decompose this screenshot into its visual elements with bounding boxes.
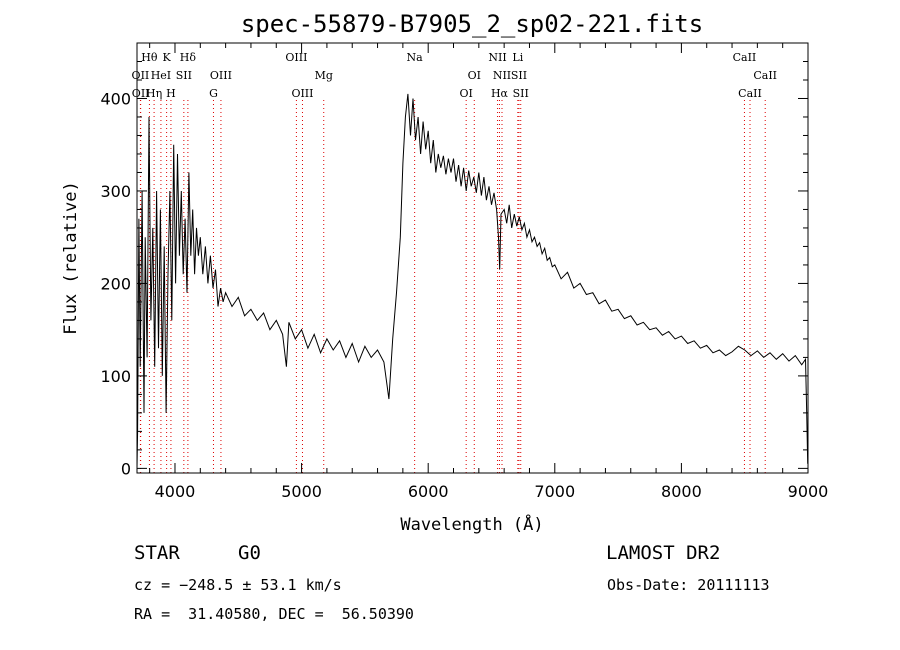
x-tick-label: 6000 bbox=[408, 482, 449, 501]
line-marker-label: CaII bbox=[738, 87, 762, 100]
line-marker-label: SII bbox=[513, 87, 529, 100]
line-marker-label: Li bbox=[512, 51, 523, 64]
object-subclass: G0 bbox=[238, 542, 261, 564]
line-marker-label: G bbox=[209, 87, 218, 100]
x-tick-label: 8000 bbox=[661, 482, 702, 501]
line-marker-label: OI bbox=[468, 69, 481, 82]
line-marker-label: OI bbox=[459, 87, 472, 100]
x-tick-label: 9000 bbox=[788, 482, 829, 501]
plot-frame bbox=[136, 42, 809, 474]
x-tick-label: 5000 bbox=[281, 482, 322, 501]
spectrum-line bbox=[136, 93, 809, 469]
y-tick-label: 300 bbox=[100, 182, 131, 201]
line-marker-label: Hδ bbox=[180, 51, 197, 64]
redshift-text: cz = −248.5 ± 53.1 km/s bbox=[134, 576, 342, 594]
line-marker-label: CaII bbox=[753, 69, 777, 82]
x-axis-label: Wavelength (Å) bbox=[400, 513, 543, 535]
line-marker-label: OIII bbox=[291, 87, 313, 100]
line-marker-label: CaII bbox=[733, 51, 757, 64]
survey-name: LAMOST DR2 bbox=[606, 542, 721, 564]
line-marker-label: OIII bbox=[210, 69, 232, 82]
y-axis-label: Flux (relative) bbox=[61, 181, 81, 335]
object-type: STAR bbox=[134, 542, 180, 564]
line-marker-label: SII bbox=[176, 69, 192, 82]
line-marker-label: HeI bbox=[151, 69, 171, 82]
obs-date-text: Obs-Date: 20111113 bbox=[607, 576, 770, 594]
line-marker-label: SII bbox=[511, 69, 527, 82]
line-marker-label: OIII bbox=[285, 51, 307, 64]
line-marker-label: Mg bbox=[315, 69, 333, 82]
x-tick-label: 4000 bbox=[155, 482, 196, 501]
axis-ticks: 4000 5000 6000 7000 8000 9000 0 100 200 300 400 bbox=[100, 43, 828, 501]
y-tick-label: 400 bbox=[100, 89, 131, 108]
x-tick-label: 7000 bbox=[534, 482, 575, 501]
line-marker-label: Hη bbox=[146, 87, 162, 100]
line-marker-label: OII bbox=[132, 69, 150, 82]
coords-text: RA = 31.40580, DEC = 56.50390 bbox=[134, 605, 414, 623]
line-marker-label: Hα bbox=[491, 87, 509, 100]
y-tick-label: 100 bbox=[100, 367, 131, 386]
chart-title: spec-55879-B7905_2_sp02-221.fits bbox=[241, 10, 703, 38]
line-marker-label: Na bbox=[407, 51, 424, 64]
line-marker-label: K bbox=[163, 51, 172, 64]
y-tick-label: 200 bbox=[100, 274, 131, 293]
line-marker-label: NII bbox=[488, 51, 506, 64]
line-marker-label: H bbox=[166, 87, 176, 100]
line-marker-label: Hθ bbox=[141, 51, 158, 64]
line-marker-label: NII bbox=[493, 69, 511, 82]
y-tick-label: 0 bbox=[121, 459, 131, 478]
line-marker-label: OII bbox=[132, 87, 150, 100]
